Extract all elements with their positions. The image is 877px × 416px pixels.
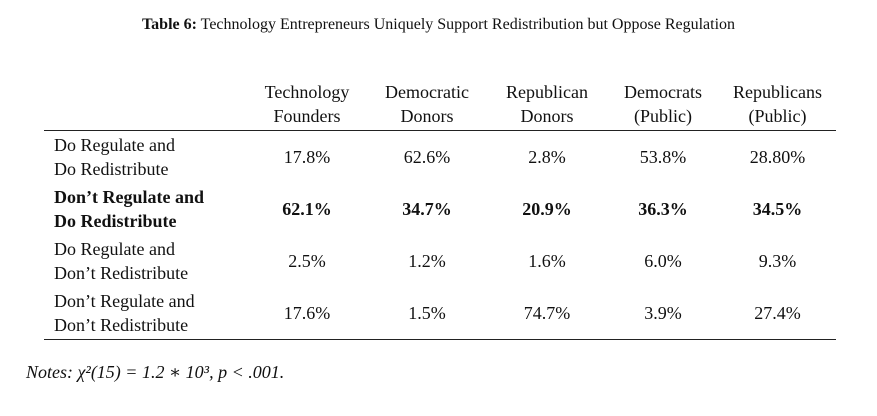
row-label-line: Do Redistribute bbox=[54, 211, 177, 231]
table-cell: 1.6% bbox=[528, 250, 566, 271]
column-header-line: (Public) bbox=[634, 106, 692, 126]
column-header: Democratic Donors bbox=[367, 80, 487, 131]
table-cell: 2.8% bbox=[528, 146, 566, 167]
column-header-line: Donors bbox=[520, 106, 574, 126]
column-header-line: Democrats bbox=[624, 82, 702, 102]
column-header: Democrats (Public) bbox=[607, 80, 719, 131]
table-row: Don’t Regulate and Don’t Redistribute 17… bbox=[44, 287, 836, 340]
column-header: Republicans (Public) bbox=[719, 80, 836, 131]
header-corner bbox=[44, 80, 247, 131]
row-label-line: Don’t Redistribute bbox=[54, 263, 189, 283]
table-cell: 20.9% bbox=[522, 198, 572, 219]
table-cell: 34.7% bbox=[402, 198, 452, 219]
table-cell: 17.6% bbox=[247, 287, 367, 340]
column-header-line: Founders bbox=[273, 106, 341, 126]
caption-label: Table 6: bbox=[141, 16, 197, 33]
notes-statistic: χ²(15) = 1.2 ∗ 10³, p < .001. bbox=[77, 362, 285, 382]
column-header-line: Technology bbox=[264, 82, 350, 102]
row-label-line: Don’t Regulate and bbox=[54, 291, 195, 311]
results-table: Technology Founders Democratic Donors Re… bbox=[44, 80, 836, 340]
row-label-line: Don’t Regulate and bbox=[54, 187, 205, 207]
row-label: Don’t Regulate and Do Redistribute bbox=[44, 183, 247, 235]
column-header-line: Democratic bbox=[385, 82, 469, 102]
table-row-highlighted: Don’t Regulate and Do Redistribute 62.1%… bbox=[44, 183, 836, 235]
table-cell: 17.8% bbox=[283, 146, 331, 167]
column-header: Technology Founders bbox=[247, 80, 367, 131]
row-label-line: Do Regulate and bbox=[54, 135, 175, 155]
table-cell: 27.4% bbox=[719, 287, 836, 340]
row-label-line: Do Regulate and bbox=[54, 239, 175, 259]
table-cell: 9.3% bbox=[758, 250, 797, 271]
row-label: Don’t Regulate and Don’t Redistribute bbox=[44, 287, 247, 340]
table-cell: 62.6% bbox=[403, 146, 451, 167]
column-header-line: (Public) bbox=[748, 106, 807, 126]
column-header: Republican Donors bbox=[487, 80, 607, 131]
table-cell: 3.9% bbox=[607, 287, 719, 340]
header-row: Technology Founders Democratic Donors Re… bbox=[44, 80, 836, 131]
table-cell: 53.8% bbox=[639, 146, 687, 167]
column-header-line: Republicans bbox=[733, 82, 822, 102]
table-row: Do Regulate and Don’t Redistribute 2.5% … bbox=[44, 235, 836, 287]
caption-text: Technology Entrepreneurs Uniquely Suppor… bbox=[200, 16, 736, 33]
row-label-line: Do Redistribute bbox=[54, 159, 169, 179]
table-notes: Notes: χ²(15) = 1.2 ∗ 10³, p < .001. bbox=[26, 362, 284, 383]
table-cell: 62.1% bbox=[282, 198, 332, 219]
table-cell: 1.5% bbox=[367, 287, 487, 340]
row-label: Do Regulate and Don’t Redistribute bbox=[44, 235, 247, 287]
table-cell: 34.5% bbox=[752, 198, 803, 219]
table-cell: 28.80% bbox=[749, 146, 806, 167]
table-row: Do Regulate and Do Redistribute 17.8% 62… bbox=[44, 131, 836, 184]
row-label: Do Regulate and Do Redistribute bbox=[44, 131, 247, 184]
column-header-line: Donors bbox=[400, 106, 454, 126]
table-cell: 6.0% bbox=[644, 250, 682, 271]
table-cell: 74.7% bbox=[487, 287, 607, 340]
table-cell: 36.3% bbox=[638, 198, 688, 219]
row-label-line: Don’t Redistribute bbox=[54, 315, 189, 335]
table-caption: Table 6: Technology Entrepreneurs Unique… bbox=[0, 16, 877, 34]
notes-label: Notes: bbox=[26, 362, 73, 382]
column-header-line: Republican bbox=[506, 82, 588, 102]
table-cell: 2.5% bbox=[288, 250, 326, 271]
table-cell: 1.2% bbox=[408, 250, 446, 271]
